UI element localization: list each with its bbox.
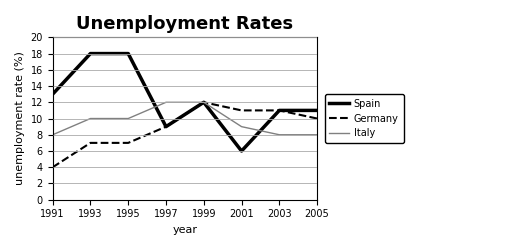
Germany bbox=[201, 101, 207, 104]
Germany bbox=[50, 166, 56, 169]
Spain bbox=[201, 101, 207, 104]
Spain bbox=[314, 109, 320, 112]
Germany bbox=[125, 142, 131, 144]
Spain bbox=[125, 52, 131, 55]
Spain bbox=[50, 93, 56, 96]
Germany bbox=[239, 109, 245, 112]
Title: Unemployment Rates: Unemployment Rates bbox=[76, 15, 293, 33]
Italy bbox=[276, 133, 283, 136]
Germany bbox=[276, 109, 283, 112]
Y-axis label: unemployment rate (%): unemployment rate (%) bbox=[15, 52, 25, 186]
Germany bbox=[163, 125, 169, 128]
Line: Germany: Germany bbox=[53, 102, 317, 167]
Spain bbox=[239, 150, 245, 152]
Italy bbox=[163, 101, 169, 104]
Italy bbox=[201, 101, 207, 104]
Italy bbox=[239, 125, 245, 128]
Legend: Spain, Germany, Italy: Spain, Germany, Italy bbox=[325, 94, 403, 143]
Line: Spain: Spain bbox=[53, 54, 317, 151]
Italy bbox=[88, 117, 94, 120]
Spain bbox=[163, 125, 169, 128]
Germany bbox=[314, 117, 320, 120]
Line: Italy: Italy bbox=[53, 102, 317, 135]
Germany bbox=[88, 142, 94, 144]
Spain bbox=[88, 52, 94, 55]
Italy bbox=[314, 133, 320, 136]
X-axis label: year: year bbox=[173, 225, 198, 235]
Italy bbox=[50, 133, 56, 136]
Italy bbox=[125, 117, 131, 120]
Spain bbox=[276, 109, 283, 112]
